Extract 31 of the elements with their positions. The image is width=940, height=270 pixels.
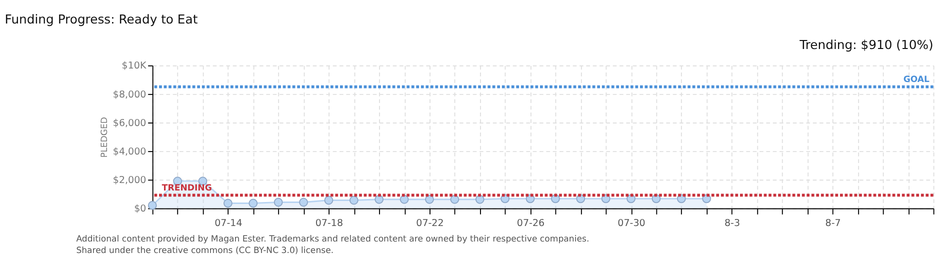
point [248, 198, 258, 208]
y-tick-label: $0 [134, 204, 146, 215]
point [224, 198, 232, 208]
point [324, 196, 334, 205]
ref-line-label: TRENDING [162, 183, 212, 194]
chart-subtitle: Trending: $910 (10%) [798, 38, 934, 52]
ref-line-label: GOAL [903, 75, 930, 86]
x-tick-label: 8-3 [724, 218, 740, 229]
y-tick-label: $6,000 [112, 118, 146, 129]
chart-title: Funding Progress: Ready to Eat [4, 12, 198, 26]
y-tick-label: $8,000 [112, 89, 146, 100]
x-tick-label: 07-22 [416, 218, 444, 229]
x-tick-label: 07-26 [516, 218, 545, 229]
y-tick-label: $4,000 [112, 146, 146, 158]
point [299, 198, 308, 207]
x-tick-label: 07-18 [315, 218, 344, 229]
text: Shared under the creative commons (CC BY-NC 3.0) license. [76, 246, 334, 256]
point [475, 194, 484, 204]
point [349, 196, 358, 205]
x-tick-label: 8-7 [825, 218, 841, 229]
point [374, 194, 384, 204]
y-tick-label: $10K [122, 60, 147, 72]
point [400, 194, 409, 204]
x-tick-label: 07-14 [214, 218, 242, 229]
x-tick-label: 07-30 [618, 218, 646, 229]
y-axis-title: PLEDGED [100, 116, 110, 158]
text: Additional content provided by Magan Ester. Trademarks and related content are owned by their respective companies. [76, 234, 590, 245]
point [450, 194, 460, 204]
point [274, 198, 283, 207]
point [425, 194, 434, 204]
y-tick-label: $2,000 [112, 175, 146, 186]
